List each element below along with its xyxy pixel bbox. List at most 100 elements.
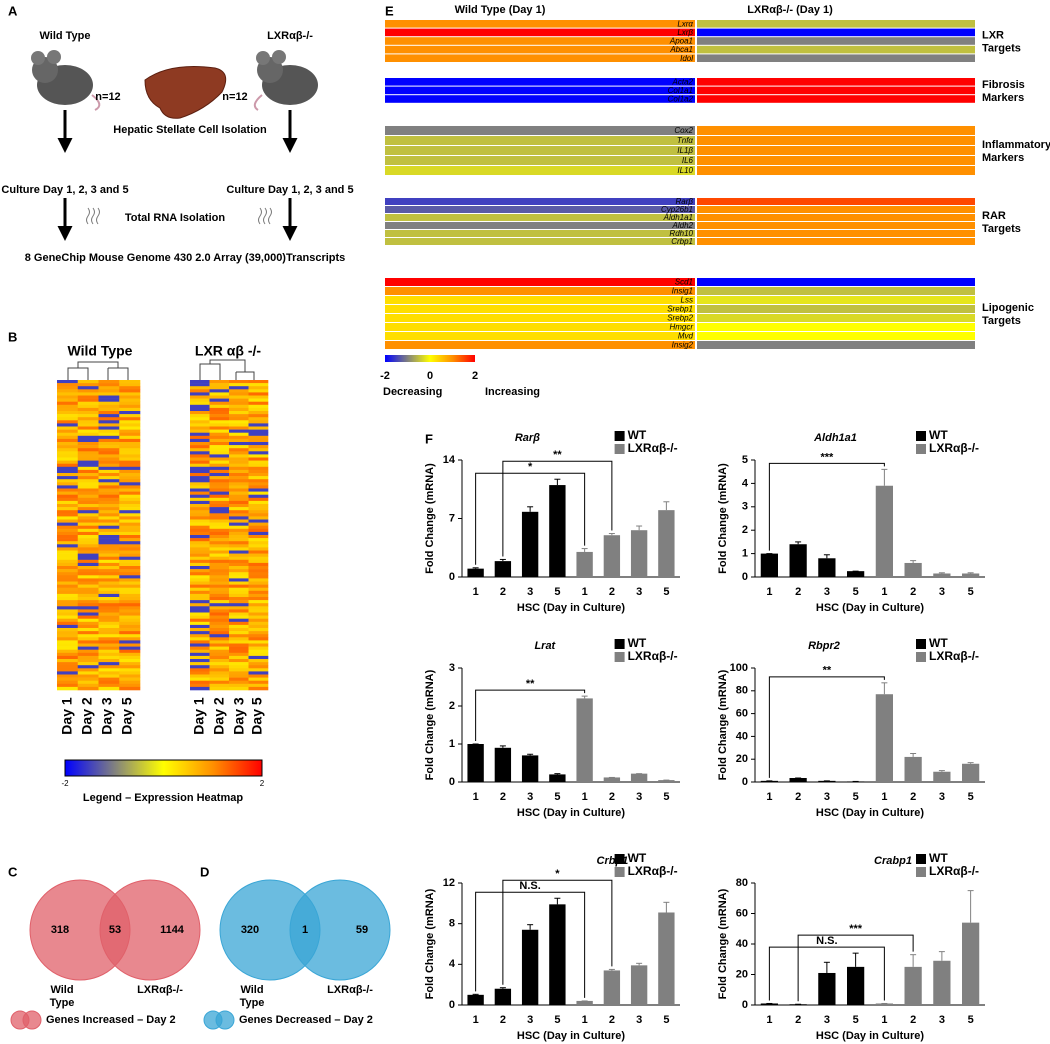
heatmap-cell <box>697 214 975 221</box>
legend-swatch <box>614 444 625 454</box>
heatmap-cell <box>119 500 141 505</box>
heatmap-cell <box>77 392 99 396</box>
heatmap-cell <box>98 634 120 638</box>
bar <box>494 988 512 1005</box>
bar <box>521 929 539 1005</box>
heatmap-cell <box>248 494 269 499</box>
bar <box>760 1003 778 1005</box>
heatmap-cell <box>77 668 99 672</box>
heatmap-cell <box>98 445 120 449</box>
x-tick-label: 1 <box>582 1014 588 1026</box>
heatmap-cell <box>248 528 269 533</box>
heatmap-cell <box>697 86 975 95</box>
heatmap-cell <box>119 621 141 626</box>
heatmap-cell <box>190 398 210 402</box>
heatmap-cell <box>98 519 120 523</box>
heatmap-cell <box>77 652 99 657</box>
heatmap-cell <box>385 278 695 286</box>
heatmap-cell <box>119 525 141 530</box>
heatmap-cell <box>77 643 99 647</box>
heatmap-cell <box>190 386 210 390</box>
heatmap-cell <box>77 556 99 561</box>
heatmap-cell <box>697 287 975 295</box>
heatmap-cell <box>229 429 249 433</box>
x-tick-label: 3 <box>527 586 533 598</box>
bar <box>962 573 980 577</box>
y-tick-label: 7 <box>449 512 455 524</box>
heatmap-cell <box>119 606 141 610</box>
heatmap-cell <box>248 566 269 570</box>
panel-label: E <box>385 3 394 18</box>
bar <box>962 763 980 782</box>
heatmap-cell <box>209 575 230 579</box>
heatmap-cell <box>248 628 269 632</box>
heatmap-cell <box>248 417 269 421</box>
heatmap-cell <box>229 426 249 430</box>
heatmap-cell <box>209 380 230 384</box>
heatmap-cell <box>229 504 249 508</box>
heatmap-cell <box>190 432 210 437</box>
heatmap-cell <box>697 206 975 213</box>
heatmap-cell <box>119 674 141 678</box>
heatmap-cell <box>209 659 230 663</box>
x-tick-label: 1 <box>766 791 772 803</box>
day-label: Day 2 <box>211 697 227 735</box>
significance-bracket <box>502 879 613 985</box>
heatmap-cell <box>57 451 79 455</box>
heatmap-cell <box>119 507 141 511</box>
heatmap-cell <box>190 640 210 644</box>
y-tick-label: 0 <box>449 999 455 1011</box>
gene-label: Lss <box>681 296 693 305</box>
heatmap-cell <box>98 569 120 573</box>
heatmap-cell <box>77 398 99 402</box>
gene-label: Cox2 <box>674 126 693 135</box>
heatmap-cell <box>119 677 141 681</box>
heatmap-cell <box>77 525 99 530</box>
bar <box>933 771 951 782</box>
heatmap-cell <box>229 544 249 548</box>
heatmap-cell <box>229 652 249 657</box>
squiggle <box>86 207 272 225</box>
heatmap-cell <box>209 497 230 502</box>
heatmap-cell <box>190 674 210 678</box>
heatmap-cell <box>119 414 141 418</box>
heatmap-cell <box>119 504 141 508</box>
legend-tick: -2 <box>61 779 69 788</box>
liver-icon <box>144 66 227 119</box>
heatmap-cell <box>98 649 120 654</box>
heatmap-cell <box>190 662 210 666</box>
heatmap-cell <box>98 395 120 399</box>
x-tick-label: 1 <box>881 586 887 598</box>
y-tick-label: 4 <box>449 958 456 970</box>
legend-title: Legend – Expression Heatmap <box>83 792 243 804</box>
heatmap-cell <box>385 287 695 295</box>
y-tick-label: 0 <box>742 571 748 583</box>
heatmap-cell <box>209 423 230 427</box>
heatmap-cell <box>119 417 141 421</box>
x-axis-label: HSC (Day in Culture) <box>816 1030 925 1042</box>
heatmap-cell <box>248 479 269 483</box>
bar <box>818 558 836 577</box>
bar <box>494 747 512 782</box>
legend-swatch <box>916 444 926 454</box>
x-tick-label: 2 <box>500 586 506 598</box>
gene-label: Col1a1 <box>668 86 693 95</box>
heatmap-cell <box>119 631 141 635</box>
legend-label: LXRαβ-/- <box>929 649 979 663</box>
heatmap-cell <box>248 445 269 449</box>
heatmap-cell <box>229 618 249 623</box>
heatmap-cell <box>98 553 120 557</box>
heatmap-cell <box>229 535 249 539</box>
heatmap-cell <box>119 494 141 499</box>
heatmap-cell <box>57 401 79 406</box>
x-axis-label: HSC (Day in Culture) <box>517 602 626 614</box>
heatmap-cell <box>190 581 210 585</box>
heatmap-cell <box>190 463 210 468</box>
heatmap-cell <box>229 643 249 647</box>
legend-swatch <box>614 431 625 441</box>
y-tick-label: 2 <box>742 524 748 536</box>
heatmap-cell <box>119 528 141 533</box>
heatmap-cell <box>229 671 249 675</box>
heatmap-cell <box>119 479 141 483</box>
heatmap-cell <box>98 550 120 554</box>
